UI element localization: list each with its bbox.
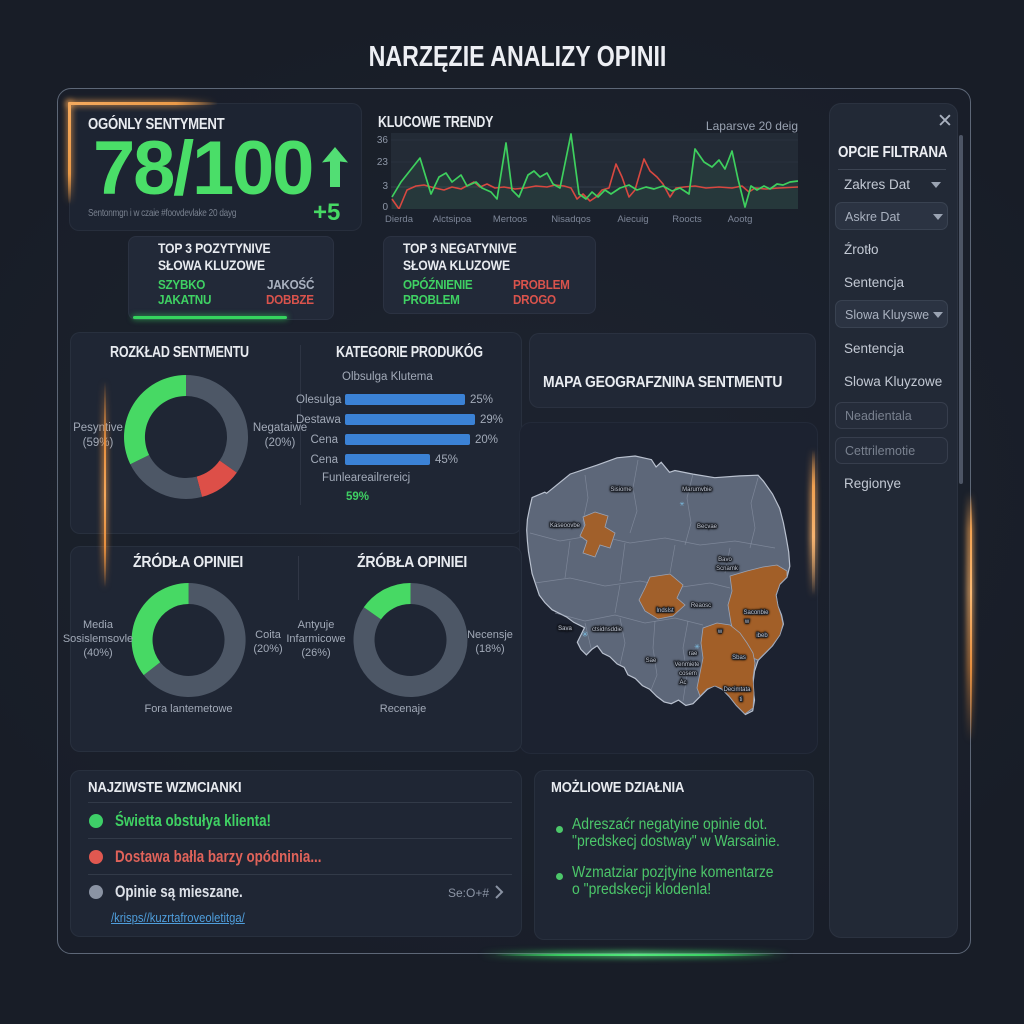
svg-text:Saconbie: Saconbie [743,610,769,616]
svg-text:ibeb: ibeb [756,633,768,639]
svg-text:Bavo: Bavo [718,557,732,563]
svg-text:Becvae: Becvae [697,524,718,530]
svg-text:ctsidnsddie: ctsidnsddie [592,627,623,633]
svg-text:Decimtata: Decimtata [723,687,751,693]
svg-text:Reaosc: Reaosc [691,603,711,609]
svg-text:Sbas: Sbas [732,655,746,661]
svg-text:rae: rae [689,651,698,657]
svg-text:Ac: Ac [679,680,686,686]
svg-text:✳: ✳ [679,501,684,508]
svg-text:ti: ti [740,697,743,703]
svg-text:✳: ✳ [582,630,589,639]
svg-text:w: w [717,629,723,635]
svg-text:Venmiete: Venmiete [674,662,700,668]
svg-text:Kaseoovbe: Kaseoovbe [550,523,581,529]
svg-text:w: w [744,619,750,625]
svg-text:Sae: Sae [646,658,657,664]
svg-text:cosem: cosem [679,671,697,677]
svg-text:✳: ✳ [694,643,700,651]
svg-text:Sava: Sava [558,626,572,632]
svg-text:Scnamk: Scnamk [716,566,739,572]
svg-text:Indslst: Indslst [656,608,674,614]
svg-text:Marumvbie: Marumvbie [682,487,712,493]
svg-text:Sisiome: Sisiome [610,487,632,493]
